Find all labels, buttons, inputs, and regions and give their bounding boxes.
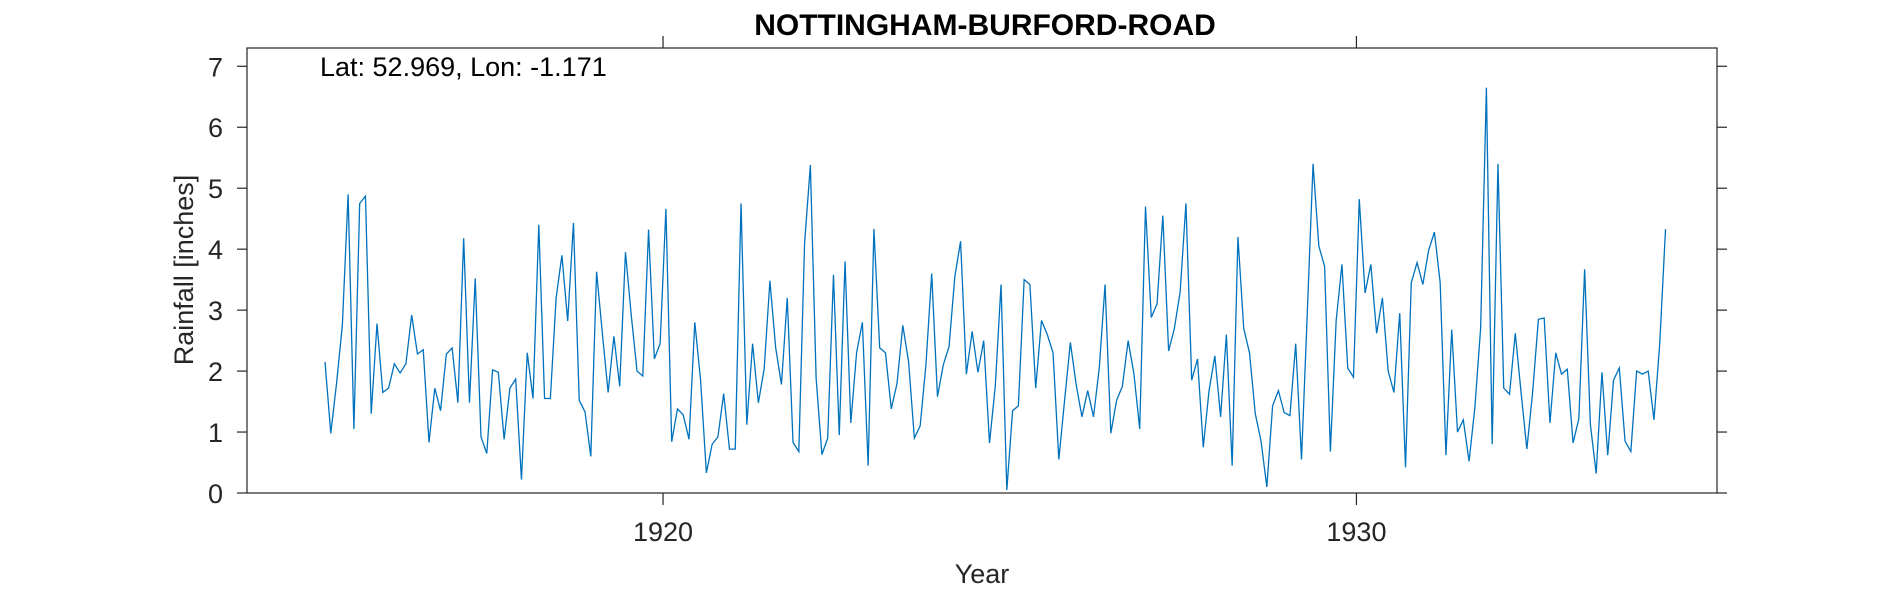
plot-area: 1920 1930 0 1 2 3 4 5 6 7 <box>208 36 1727 547</box>
y-axis-label: Rainfall [inches] <box>169 175 199 366</box>
y-tick-label: 0 <box>208 479 223 509</box>
rainfall-series-line <box>324 87 1667 490</box>
x-axis-label: Year <box>955 559 1010 589</box>
x-tick-label: 1930 <box>1326 517 1386 547</box>
station-coordinates-label: Lat: 52.969, Lon: -1.171 <box>320 52 607 82</box>
y-tick-label: 7 <box>208 52 223 82</box>
x-tick-label: 1920 <box>633 517 693 547</box>
y-tick-label: 5 <box>208 174 223 204</box>
y-tick-label: 6 <box>208 113 223 143</box>
y-tick-label: 4 <box>208 235 223 265</box>
y-tick-label: 2 <box>208 357 223 387</box>
plot-frame <box>246 47 1718 494</box>
x-axis-ticks: 1920 1930 <box>633 36 1386 547</box>
y-tick-label: 1 <box>208 418 223 448</box>
y-axis-ticks: 0 1 2 3 4 5 6 7 <box>208 52 1727 509</box>
y-tick-label: 3 <box>208 296 223 326</box>
chart-title: NOTTINGHAM-BURFORD-ROAD <box>754 9 1216 42</box>
